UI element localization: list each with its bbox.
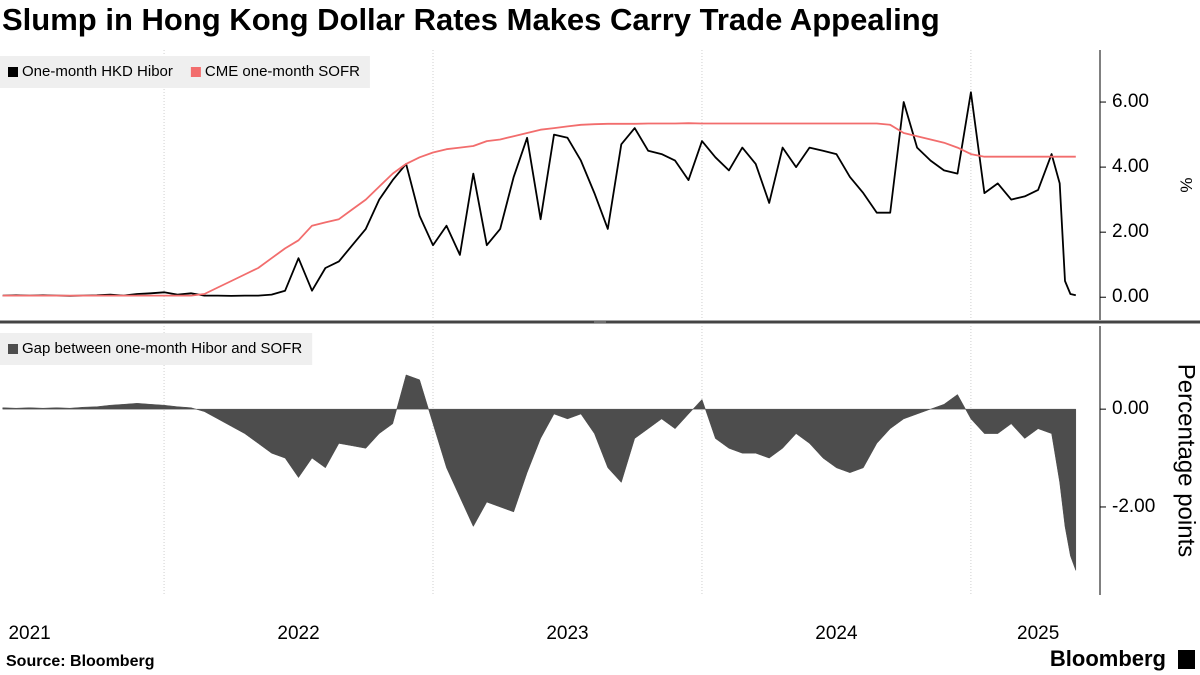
x-tick-label: 2023 bbox=[546, 623, 588, 644]
source: Source: Bloomberg bbox=[6, 653, 154, 670]
legend-label: CME one-month SOFR bbox=[205, 63, 360, 80]
x-tick-label: 2022 bbox=[277, 623, 319, 644]
y-tick-label: -2.00 bbox=[1112, 496, 1155, 517]
y-axis-label: % bbox=[1177, 177, 1196, 192]
y-tick-label: 6.00 bbox=[1112, 91, 1149, 112]
legend-swatch bbox=[190, 67, 201, 77]
line bbox=[2, 122, 1076, 297]
y-tick-label: 0.00 bbox=[1112, 286, 1149, 307]
line bbox=[2, 91, 1077, 297]
logo-icon bbox=[1178, 650, 1195, 669]
y-axis-label: Percentage points bbox=[1173, 364, 1200, 557]
logo: Bloomberg bbox=[1050, 646, 1166, 671]
y-tick-label: 4.00 bbox=[1112, 156, 1149, 177]
area bbox=[2, 374, 1077, 571]
x-tick-label: 2025 bbox=[1017, 623, 1059, 644]
legend-label: One-month HKD Hibor bbox=[22, 63, 173, 80]
y-tick-label: 0.00 bbox=[1112, 398, 1149, 419]
legend-label: Gap between one-month Hibor and SOFR bbox=[22, 340, 302, 357]
legend-box bbox=[0, 56, 370, 88]
y-tick-label: 2.00 bbox=[1112, 221, 1149, 242]
chart-title: Slump in Hong Kong Dollar Rates Makes Ca… bbox=[2, 2, 940, 37]
legend-box bbox=[0, 333, 313, 365]
x-tick-label: 2024 bbox=[815, 623, 858, 644]
legend-swatch bbox=[8, 67, 18, 77]
legend-swatch bbox=[8, 344, 18, 354]
x-tick-label: 2021 bbox=[8, 623, 50, 644]
